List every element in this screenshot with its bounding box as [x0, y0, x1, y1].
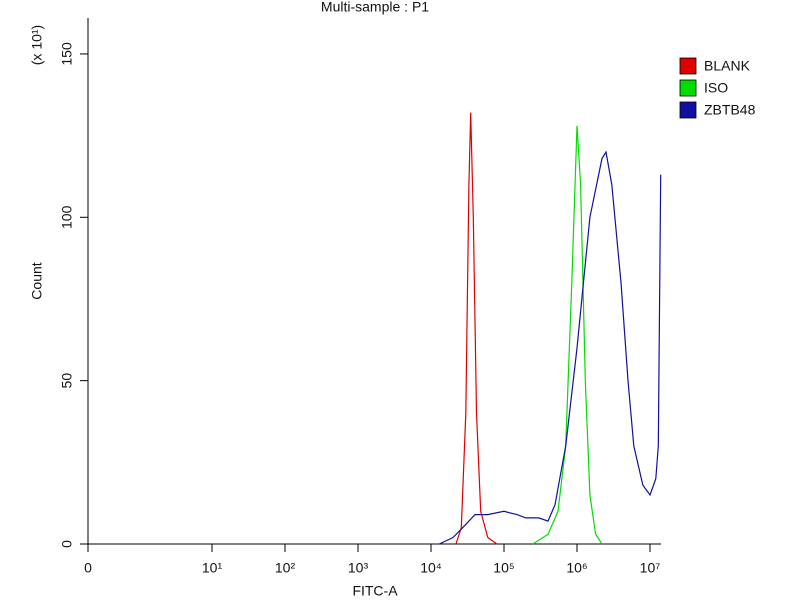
y-tick-label: 0: [59, 540, 75, 548]
legend-swatch: [679, 79, 697, 97]
x-tick-label: 10³: [348, 560, 369, 576]
x-tick-label: 0: [84, 560, 92, 576]
x-tick-label: 10⁶: [566, 560, 587, 576]
x-tick-label: 10⁷: [640, 560, 661, 576]
legend-label: BLANK: [704, 58, 751, 74]
series-line: [455, 112, 498, 545]
legend-swatch: [679, 57, 697, 75]
legend-label: ISO: [704, 80, 728, 96]
x-tick-label: 10²: [275, 560, 296, 576]
y-tick-label: 50: [59, 373, 75, 389]
y-axis-label: Count: [29, 262, 45, 299]
y-tick-label: 150: [59, 42, 75, 66]
legend-label: ZBTB48: [704, 102, 756, 118]
series-line: [532, 125, 603, 545]
series-line: [439, 150, 662, 545]
x-tick-label: 10⁴: [420, 560, 442, 576]
x-axis-label: FITC-A: [352, 583, 398, 599]
x-tick-label: 10⁵: [493, 560, 514, 576]
legend-swatch: [679, 101, 697, 119]
chart-title: Multi-sample : P1: [321, 0, 429, 15]
x-tick-label: 10¹: [202, 560, 223, 576]
y-tick-label: 100: [59, 205, 75, 229]
y-unit-label: (x 10¹): [29, 25, 45, 65]
